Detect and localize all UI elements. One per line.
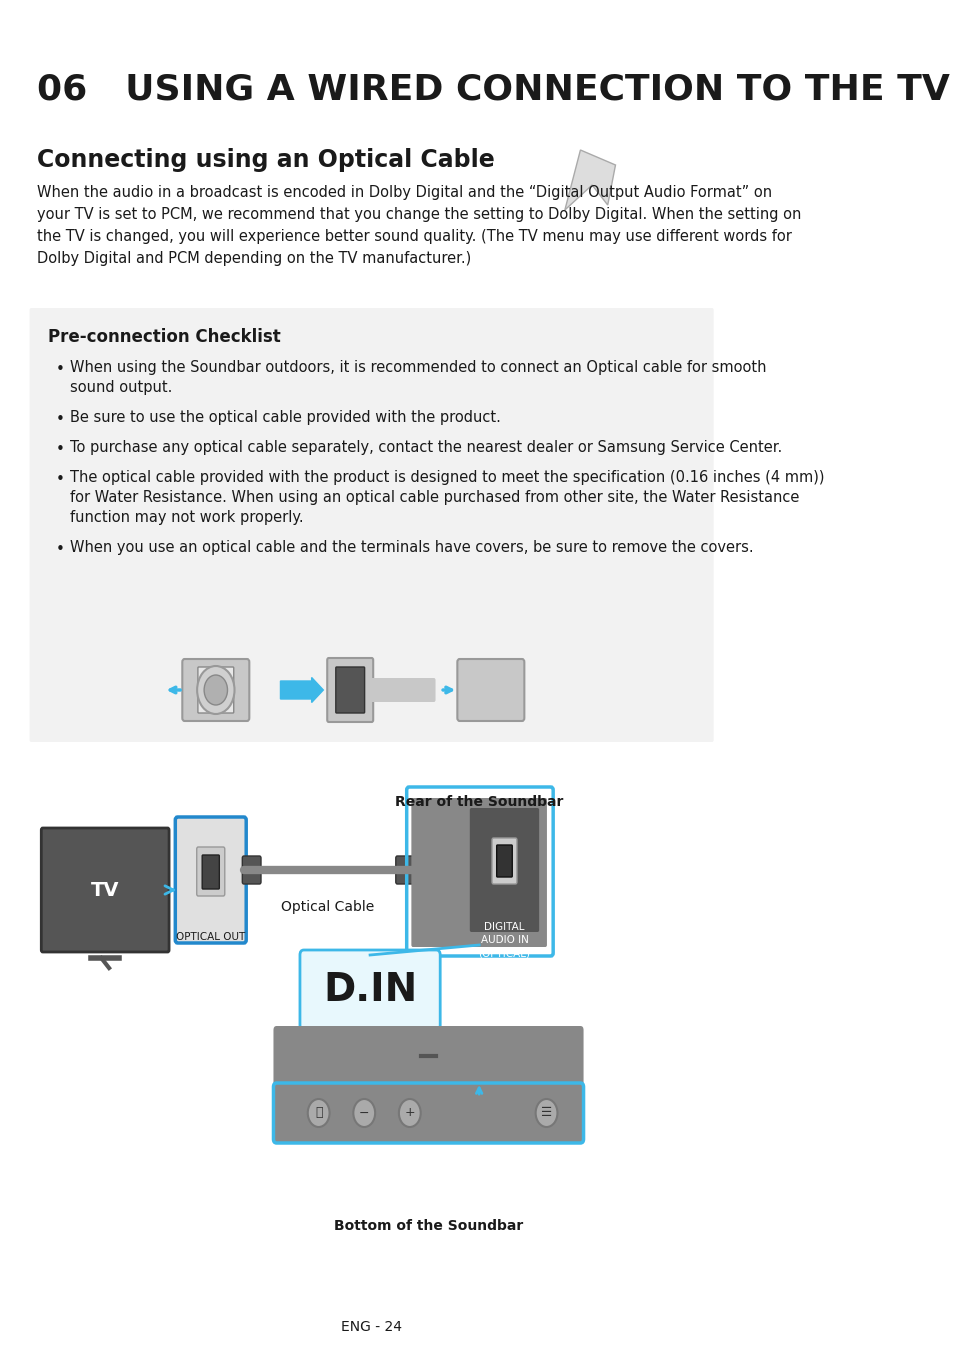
FancyBboxPatch shape — [202, 854, 219, 890]
Circle shape — [398, 1099, 420, 1127]
Text: •: • — [56, 362, 65, 376]
Text: When the audio in a broadcast is encoded in Dolby Digital and the “Digital Outpu: When the audio in a broadcast is encoded… — [37, 185, 772, 200]
Text: −: − — [358, 1106, 369, 1120]
Text: OPTICAL OUT: OPTICAL OUT — [176, 932, 245, 942]
Text: Dolby Digital and PCM depending on the TV manufacturer.): Dolby Digital and PCM depending on the T… — [37, 250, 471, 265]
FancyBboxPatch shape — [370, 678, 436, 701]
FancyBboxPatch shape — [456, 659, 524, 720]
Text: for Water Resistance. When using an optical cable purchased from other site, the: for Water Resistance. When using an opti… — [71, 490, 799, 505]
Circle shape — [353, 1099, 375, 1127]
Circle shape — [197, 666, 234, 714]
FancyBboxPatch shape — [175, 816, 246, 942]
FancyBboxPatch shape — [492, 838, 517, 884]
FancyBboxPatch shape — [196, 848, 225, 896]
Text: •: • — [56, 441, 65, 458]
Circle shape — [308, 1099, 329, 1127]
Text: TV: TV — [91, 880, 119, 899]
FancyBboxPatch shape — [242, 856, 261, 884]
Text: D.IN: D.IN — [323, 971, 416, 1009]
Text: 06   USING A WIRED CONNECTION TO THE TV: 06 USING A WIRED CONNECTION TO THE TV — [37, 72, 949, 106]
Text: The optical cable provided with the product is designed to meet the specificatio: The optical cable provided with the prod… — [71, 470, 823, 485]
Text: To purchase any optical cable separately, contact the nearest dealer or Samsung : To purchase any optical cable separately… — [71, 440, 781, 455]
FancyBboxPatch shape — [497, 845, 512, 877]
Text: the TV is changed, you will experience better sound quality. (The TV menu may us: the TV is changed, you will experience b… — [37, 229, 791, 244]
FancyBboxPatch shape — [327, 658, 373, 722]
Text: •: • — [56, 473, 65, 487]
FancyBboxPatch shape — [411, 798, 546, 946]
FancyBboxPatch shape — [469, 808, 538, 932]
Text: •: • — [56, 412, 65, 427]
Text: When using the Soundbar outdoors, it is recommended to connect an Optical cable : When using the Soundbar outdoors, it is … — [71, 360, 766, 375]
Text: Bottom of the Soundbar: Bottom of the Soundbar — [334, 1219, 522, 1233]
FancyBboxPatch shape — [41, 829, 169, 952]
Text: Be sure to use the optical cable provided with the product.: Be sure to use the optical cable provide… — [71, 410, 500, 425]
Text: •: • — [56, 542, 65, 556]
Text: Connecting using an Optical Cable: Connecting using an Optical Cable — [37, 148, 495, 172]
Text: When you use an optical cable and the terminals have covers, be sure to remove t: When you use an optical cable and the te… — [71, 540, 753, 555]
Text: ENG - 24: ENG - 24 — [341, 1320, 402, 1334]
Text: sound output.: sound output. — [71, 380, 172, 395]
Text: DIGITAL
AUDIO IN
(OPTICAL): DIGITAL AUDIO IN (OPTICAL) — [478, 922, 530, 959]
FancyBboxPatch shape — [30, 307, 713, 742]
FancyBboxPatch shape — [335, 668, 364, 714]
Circle shape — [204, 676, 227, 705]
FancyBboxPatch shape — [299, 951, 439, 1030]
Text: function may not work properly.: function may not work properly. — [71, 510, 303, 525]
FancyBboxPatch shape — [274, 1083, 583, 1143]
FancyBboxPatch shape — [197, 668, 233, 714]
Text: +: + — [404, 1106, 415, 1120]
Text: Rear of the Soundbar: Rear of the Soundbar — [395, 795, 563, 808]
FancyBboxPatch shape — [395, 856, 416, 884]
Text: Optical Cable: Optical Cable — [280, 900, 374, 914]
FancyArrow shape — [280, 677, 323, 703]
FancyBboxPatch shape — [182, 659, 249, 720]
Text: Pre-connection Checklist: Pre-connection Checklist — [49, 328, 281, 347]
Circle shape — [535, 1099, 557, 1127]
Text: ☰: ☰ — [540, 1106, 552, 1120]
FancyBboxPatch shape — [274, 1026, 583, 1086]
Text: your TV is set to PCM, we recommend that you change the setting to Dolby Digital: your TV is set to PCM, we recommend that… — [37, 207, 801, 222]
Text: ⏻: ⏻ — [314, 1106, 322, 1120]
Polygon shape — [564, 150, 615, 210]
